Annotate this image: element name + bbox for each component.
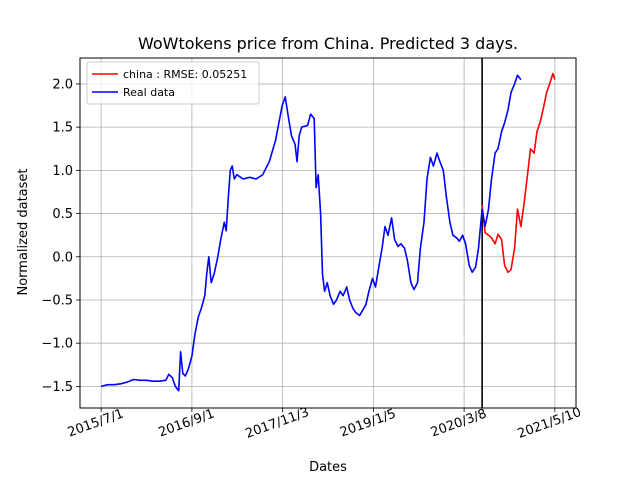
legend: china : RMSE: 0.05251 Real data	[86, 61, 260, 105]
y-tick-label: −0.5	[41, 293, 73, 308]
y-tick-label: 1.0	[52, 164, 73, 179]
series-layer	[100, 72, 556, 392]
chart-title: WoWtokens price from China. Predicted 3 …	[138, 34, 518, 53]
y-tick-label: 1.5	[52, 121, 73, 136]
x-tick-label: 2017/11/3	[243, 405, 311, 442]
series-line-1	[100, 74, 522, 392]
x-tick-label: 2016/9/1	[157, 406, 217, 440]
x-ticks: 2015/7/1 2016/9/1 2017/11/3 2019/1/5 2020/3/…	[66, 405, 584, 442]
y-ticks: −1.5 −1.0 −0.5 0.0 0.5 1.0 1.5 2.0	[41, 77, 80, 395]
legend-entry-china: china : RMSE: 0.05251	[123, 68, 247, 81]
legend-box	[86, 61, 260, 105]
x-tick-label: 2015/7/1	[66, 406, 126, 440]
y-tick-label: 2.0	[52, 77, 73, 92]
x-axis-label: Dates	[309, 460, 347, 475]
y-tick-label: −1.0	[41, 337, 73, 352]
y-tick-label: 0.5	[52, 207, 73, 222]
x-tick-label: 2021/5/10	[516, 405, 584, 442]
plot-frame	[79, 57, 577, 409]
y-tick-label: 0.0	[52, 250, 73, 265]
x-tick-label: 2020/3/8	[429, 406, 489, 440]
x-tick-label: 2019/1/5	[338, 406, 398, 440]
y-tick-label: −1.5	[41, 380, 73, 395]
grid-lines	[80, 58, 576, 408]
legend-entry-real: Real data	[123, 86, 175, 99]
y-axis-label: Normalized dataset	[16, 168, 31, 295]
series-line-0	[481, 72, 556, 274]
